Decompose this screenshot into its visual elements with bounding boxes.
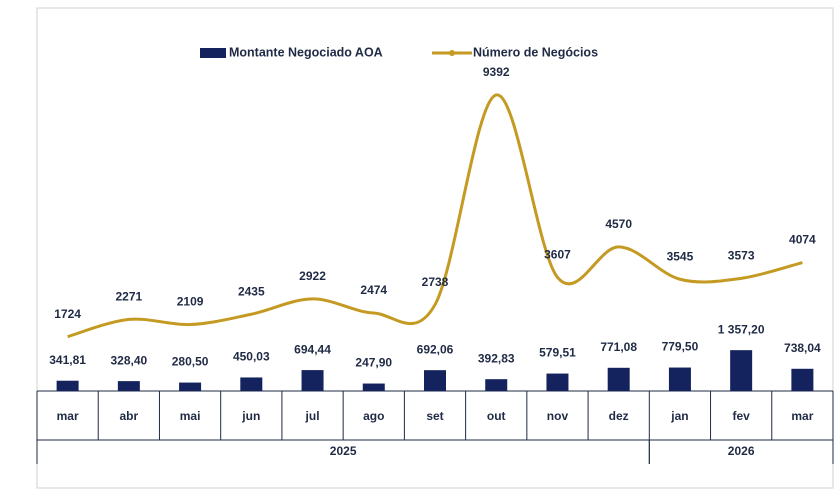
legend-label: Número de Negócios: [473, 45, 598, 59]
data-label: 738,04: [784, 341, 821, 355]
data-label: 247,90: [355, 356, 392, 370]
data-label: 3545: [667, 249, 694, 263]
legend-swatch: [449, 50, 455, 56]
chart-frame: [36, 7, 834, 489]
data-label: 694,44: [294, 342, 331, 356]
x-tick-label: set: [426, 409, 443, 423]
data-label: 2922: [299, 269, 326, 283]
data-label: 328,40: [110, 353, 147, 367]
legend-swatch: [200, 48, 226, 58]
x-tick-label: jul: [305, 409, 320, 423]
bar: [301, 370, 324, 391]
bar: [730, 350, 753, 391]
bar: [179, 382, 202, 391]
data-label: 779,50: [662, 340, 699, 354]
data-label: 692,06: [417, 342, 454, 356]
legend-label: Montante Negociado AOA: [229, 45, 383, 59]
data-label: 1724: [54, 307, 81, 321]
data-label: 3573: [728, 249, 755, 263]
data-label: 4570: [605, 217, 632, 231]
x-tick-label: ago: [363, 409, 384, 423]
x-tick-label: mai: [180, 409, 201, 423]
bar: [424, 370, 446, 391]
data-label: 450,03: [233, 350, 270, 364]
x-tick-label: mar: [791, 409, 813, 423]
line: [67, 93, 803, 339]
data-label: 280,50: [172, 355, 209, 369]
x-tick-label: abr: [120, 409, 139, 423]
data-label: 4074: [789, 233, 816, 247]
x-tick-label: nov: [547, 409, 569, 423]
x-tick-label: jan: [670, 409, 688, 423]
data-label: 3607: [544, 247, 571, 261]
bar: [240, 377, 263, 391]
bar: [791, 368, 814, 391]
bar: [668, 367, 691, 391]
x-tick-label: jun: [241, 409, 260, 423]
data-label: 2435: [238, 284, 265, 298]
data-label: 392,83: [478, 351, 515, 365]
group-label: 2026: [728, 444, 755, 458]
bar: [117, 381, 140, 391]
x-tick-label: mar: [57, 409, 79, 423]
x-tick-label: fev: [732, 409, 750, 423]
bar: [607, 367, 630, 391]
data-label: 771,08: [600, 340, 637, 354]
data-label: 2738: [422, 275, 449, 289]
data-label: 1 357,20: [718, 322, 765, 336]
data-label: 579,51: [539, 346, 576, 360]
data-label: 2474: [360, 283, 387, 297]
group-label: 2025: [330, 444, 357, 458]
x-tick-label: out: [487, 409, 506, 423]
bar: [56, 380, 79, 391]
x-tick-label: dez: [609, 409, 629, 423]
bar: [362, 383, 385, 391]
bar: [546, 373, 569, 391]
data-label: 2109: [177, 295, 204, 309]
data-label: 9392: [483, 65, 510, 79]
data-label: 341,81: [49, 353, 86, 367]
data-label: 2271: [115, 290, 142, 304]
bar: [485, 379, 508, 391]
